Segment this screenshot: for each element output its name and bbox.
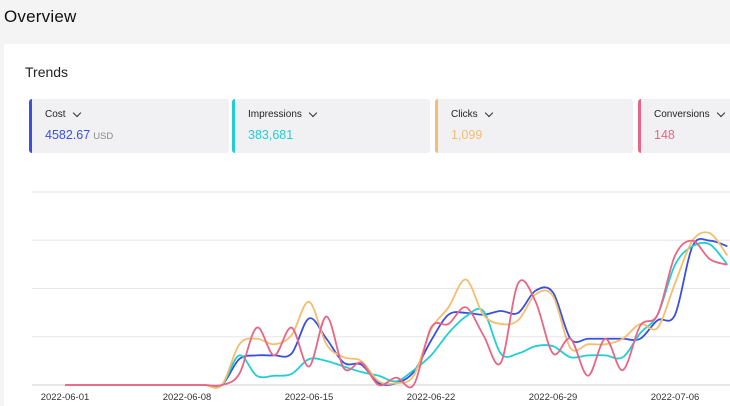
metric-card-impressions[interactable]: Impressions 383,681 (232, 99, 430, 153)
metric-color-bar (638, 99, 641, 153)
metric-label: Conversions (654, 109, 710, 120)
metric-card-conversions[interactable]: Conversions 148 (638, 99, 730, 153)
metric-value: 4582.67 (45, 128, 91, 142)
metric-color-bar (29, 99, 32, 153)
metric-card-clicks[interactable]: Clicks 1,099 (435, 99, 633, 153)
panel-title: Trends (25, 64, 69, 80)
metric-label: Cost (45, 109, 66, 120)
chevron-down-icon[interactable] (72, 108, 81, 117)
x-tick-label: 2022-06-08 (163, 392, 212, 403)
metric-value: 148 (654, 128, 675, 142)
series-line-impressions (65, 241, 729, 389)
x-tick-label: 2022-07-06 (651, 392, 700, 403)
metric-value: 383,681 (248, 128, 294, 142)
metric-color-bar (232, 99, 235, 153)
trends-panel: Trends Cost 4582.67 USD Impressions 383,6… (4, 44, 730, 406)
x-tick-label: 2022-06-22 (407, 392, 456, 403)
chevron-down-icon[interactable] (484, 108, 493, 117)
metric-unit: USD (93, 131, 114, 142)
series-line-cost (65, 237, 728, 388)
x-tick-label: 2022-06-29 (529, 392, 578, 403)
metric-label: Clicks (451, 109, 478, 120)
series-line-conversions (65, 239, 728, 389)
x-tick-label: 2022-06-15 (285, 392, 334, 403)
chevron-down-icon[interactable] (308, 108, 318, 117)
trends-line-chart: 2022-06-01 2022-06-08 2022-06-15 2022-06-22… (32, 191, 730, 403)
metric-label: Impressions (248, 109, 302, 120)
series-line-clicks (65, 231, 729, 389)
x-tick-label: 2022-06-01 (41, 392, 90, 403)
metric-color-bar (435, 99, 438, 153)
chevron-down-icon[interactable] (716, 108, 725, 117)
metric-card-cost[interactable]: Cost 4582.67 USD (29, 99, 229, 153)
metric-value: 1,099 (451, 128, 483, 142)
page-title: Overview (4, 7, 77, 26)
